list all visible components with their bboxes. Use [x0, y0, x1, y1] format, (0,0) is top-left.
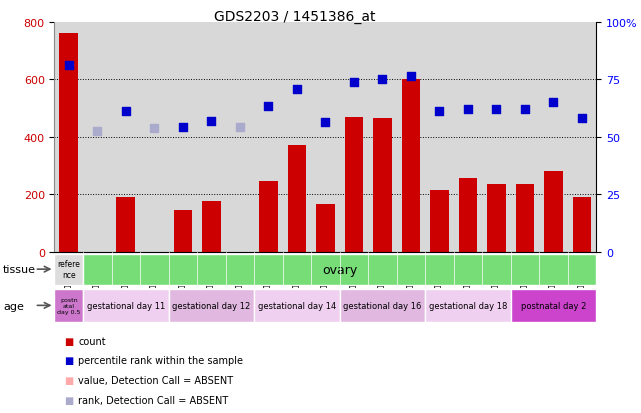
- Bar: [345, 117, 363, 252]
- Point: [121, 108, 131, 115]
- Text: refere
nce: refere nce: [57, 260, 80, 279]
- Text: gestational day 16: gestational day 16: [343, 301, 422, 310]
- Text: tissue: tissue: [3, 265, 36, 275]
- Text: ■: ■: [64, 336, 73, 346]
- Bar: [316, 205, 335, 252]
- Point: [434, 108, 444, 115]
- Bar: [487, 185, 506, 252]
- Point: [520, 107, 530, 114]
- Point: [149, 126, 160, 132]
- Bar: [401, 80, 420, 252]
- Bar: [60, 34, 78, 252]
- Text: ■: ■: [64, 356, 73, 366]
- Text: rank, Detection Call = ABSENT: rank, Detection Call = ABSENT: [78, 395, 228, 405]
- Point: [491, 107, 501, 114]
- Bar: [174, 210, 192, 252]
- Text: ■: ■: [64, 375, 73, 385]
- Bar: [572, 197, 591, 252]
- Bar: [288, 146, 306, 252]
- Text: GDS2203 / 1451386_at: GDS2203 / 1451386_at: [214, 10, 376, 24]
- Bar: [117, 197, 135, 252]
- Point: [463, 107, 473, 114]
- Text: gestational day 12: gestational day 12: [172, 301, 251, 310]
- Point: [235, 124, 245, 131]
- Point: [577, 115, 587, 122]
- Point: [377, 77, 387, 83]
- Bar: [425, 289, 511, 322]
- Bar: [54, 254, 83, 285]
- Text: gestational day 14: gestational day 14: [258, 301, 336, 310]
- Bar: [544, 172, 563, 252]
- Text: gestational day 18: gestational day 18: [429, 301, 507, 310]
- Bar: [340, 289, 425, 322]
- Text: ovary: ovary: [322, 263, 357, 276]
- Bar: [202, 202, 221, 252]
- Bar: [458, 179, 477, 252]
- Text: percentile rank within the sample: percentile rank within the sample: [78, 356, 243, 366]
- Point: [349, 80, 359, 86]
- Text: ■: ■: [64, 395, 73, 405]
- Text: gestational day 11: gestational day 11: [87, 301, 165, 310]
- Bar: [430, 190, 449, 252]
- Bar: [259, 182, 278, 252]
- Point: [320, 120, 331, 126]
- Point: [548, 100, 558, 106]
- Point: [292, 87, 302, 93]
- Text: postn
atal
day 0.5: postn atal day 0.5: [57, 297, 80, 314]
- Bar: [511, 289, 596, 322]
- Bar: [373, 119, 392, 252]
- Bar: [54, 289, 83, 322]
- Point: [263, 104, 274, 111]
- Bar: [515, 185, 534, 252]
- Bar: [169, 289, 254, 322]
- Bar: [83, 289, 169, 322]
- Text: value, Detection Call = ABSENT: value, Detection Call = ABSENT: [78, 375, 233, 385]
- Text: count: count: [78, 336, 106, 346]
- Point: [206, 118, 217, 125]
- Point: [92, 128, 103, 135]
- Point: [406, 74, 416, 81]
- Text: age: age: [3, 301, 24, 311]
- Point: [178, 124, 188, 131]
- Text: postnatal day 2: postnatal day 2: [520, 301, 586, 310]
- Point: [63, 62, 74, 69]
- Bar: [254, 289, 340, 322]
